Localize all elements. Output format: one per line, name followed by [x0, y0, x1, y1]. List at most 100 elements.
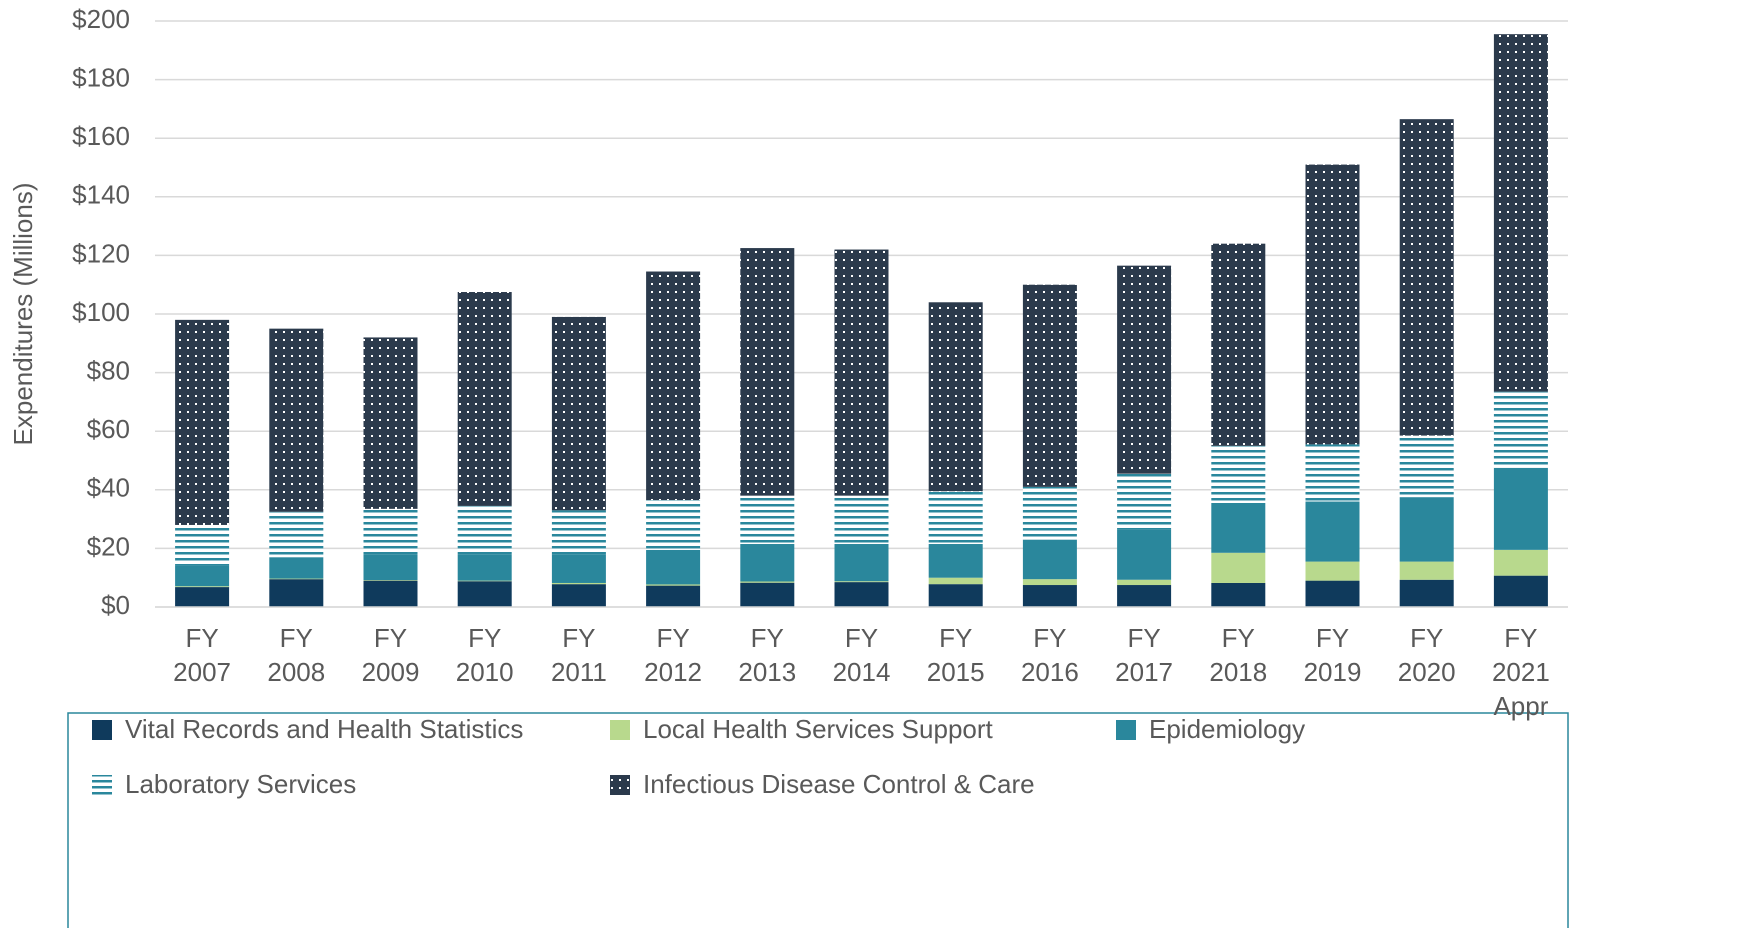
bar-segment [269, 557, 324, 579]
x-tick-label-line: 2018 [1209, 657, 1267, 687]
bar-segment [928, 584, 983, 607]
bar-segment [1211, 243, 1266, 446]
x-tick-label-line: FY [468, 623, 501, 653]
bar-segment [1399, 561, 1454, 580]
x-tick-label-line: FY [1127, 623, 1160, 653]
bar-segment [740, 248, 795, 496]
x-tick-label-line: 2013 [738, 657, 796, 687]
bar-segment [363, 580, 418, 581]
x-tick-label: FY 2016 [1021, 623, 1079, 687]
x-tick-label-line: FY [185, 623, 218, 653]
bar-segment [457, 505, 512, 555]
bar-segment [646, 585, 701, 607]
x-tick-label: FY 2019 [1304, 623, 1362, 687]
bar-segment [1305, 580, 1360, 607]
x-tick-label-line: 2020 [1398, 657, 1456, 687]
legend-label: Local Health Services Support [643, 714, 994, 744]
bar-segment [1211, 552, 1266, 583]
bar-segment [363, 580, 418, 607]
x-tick-label-line: FY [1222, 623, 1255, 653]
x-tick-label-line: 2016 [1021, 657, 1079, 687]
bar-segment [551, 584, 606, 607]
bar-segment [457, 554, 512, 581]
legend-label: Epidemiology [1149, 714, 1305, 744]
bar-segment [269, 328, 324, 512]
bar-segment [551, 582, 606, 585]
y-tick-label: $180 [72, 62, 130, 92]
bar-segment [740, 581, 795, 583]
bar-segment [175, 587, 230, 607]
x-tick-label-line: 2021 [1492, 657, 1550, 687]
bar-segment [1305, 561, 1360, 581]
bar-segment [1211, 445, 1266, 503]
bar-segment [928, 491, 983, 545]
bar-segment [928, 302, 983, 492]
bar-segment [1117, 579, 1172, 586]
x-tick-label-line: 2014 [833, 657, 891, 687]
y-tick-label: $200 [72, 4, 130, 34]
x-tick-label-line: Appr [1493, 691, 1548, 721]
bar-segment [1022, 539, 1077, 580]
y-tick-label: $120 [72, 238, 130, 268]
y-tick-label: $160 [72, 121, 130, 151]
bar-segment [1399, 119, 1454, 436]
x-tick-label-line: 2009 [362, 657, 420, 687]
bar-segment [1493, 575, 1548, 607]
x-tick-label: FY 2013 [738, 623, 796, 687]
bar-segment [175, 524, 230, 566]
bar-segment [269, 511, 324, 558]
bar-segment [1399, 579, 1454, 607]
x-tick-label-line: 2015 [927, 657, 985, 687]
bar-segment [740, 495, 795, 545]
bar-segment [834, 249, 889, 496]
bar-segment [1305, 164, 1360, 445]
bar-segment [1211, 502, 1266, 553]
y-tick-label: $140 [72, 180, 130, 210]
x-tick-label-line: FY [1033, 623, 1066, 653]
bar-segment [175, 565, 230, 587]
x-tick-label-line: 2007 [173, 657, 231, 687]
bar-segment [646, 549, 701, 585]
bar-segment [457, 292, 512, 506]
x-tick-label-line: 2017 [1115, 657, 1173, 687]
bar-segment [551, 554, 606, 583]
bar-segment [175, 319, 230, 525]
bar-segment [740, 544, 795, 582]
legend-box [67, 712, 1569, 928]
legend-swatch [610, 720, 630, 740]
bar-segment [1211, 582, 1266, 607]
bar-segment [457, 581, 512, 607]
bar-segment [1117, 265, 1172, 474]
x-tick-label-line: FY [1316, 623, 1349, 653]
bar-segment [1305, 444, 1360, 502]
bar-segment [269, 578, 324, 580]
bar-segment [269, 579, 324, 607]
bar-segment [1493, 34, 1548, 392]
y-tick-label: $80 [87, 355, 130, 385]
bar-segment [834, 495, 889, 545]
bar-segment [551, 316, 606, 511]
bar-segment [1117, 585, 1172, 607]
bar-segment [740, 582, 795, 607]
legend-label: Infectious Disease Control & Care [643, 769, 1035, 799]
x-tick-label-line: 2012 [644, 657, 702, 687]
x-tick-label-line: FY [562, 623, 595, 653]
x-tick-label-line: FY [845, 623, 878, 653]
bar-segment [1399, 435, 1454, 498]
x-tick-label-line: FY [939, 623, 972, 653]
legend-swatch [92, 720, 112, 740]
bar-segment [834, 544, 889, 582]
x-tick-label-line: FY [280, 623, 313, 653]
x-tick-label-line: FY [656, 623, 689, 653]
x-tick-label-line: 2008 [267, 657, 325, 687]
x-tick-label-line: FY [374, 623, 407, 653]
y-axis-title: Expenditures (Millions) [8, 183, 38, 446]
x-tick-label: FY 2008 [267, 623, 325, 687]
y-tick-label: $40 [87, 473, 130, 503]
bar-segment [834, 582, 889, 607]
x-tick-label: FY 2015 [927, 623, 985, 687]
x-tick-label: FY 2017 [1115, 623, 1173, 687]
x-tick-label-line: FY [1410, 623, 1443, 653]
x-tick-label: FY 2012 [644, 623, 702, 687]
